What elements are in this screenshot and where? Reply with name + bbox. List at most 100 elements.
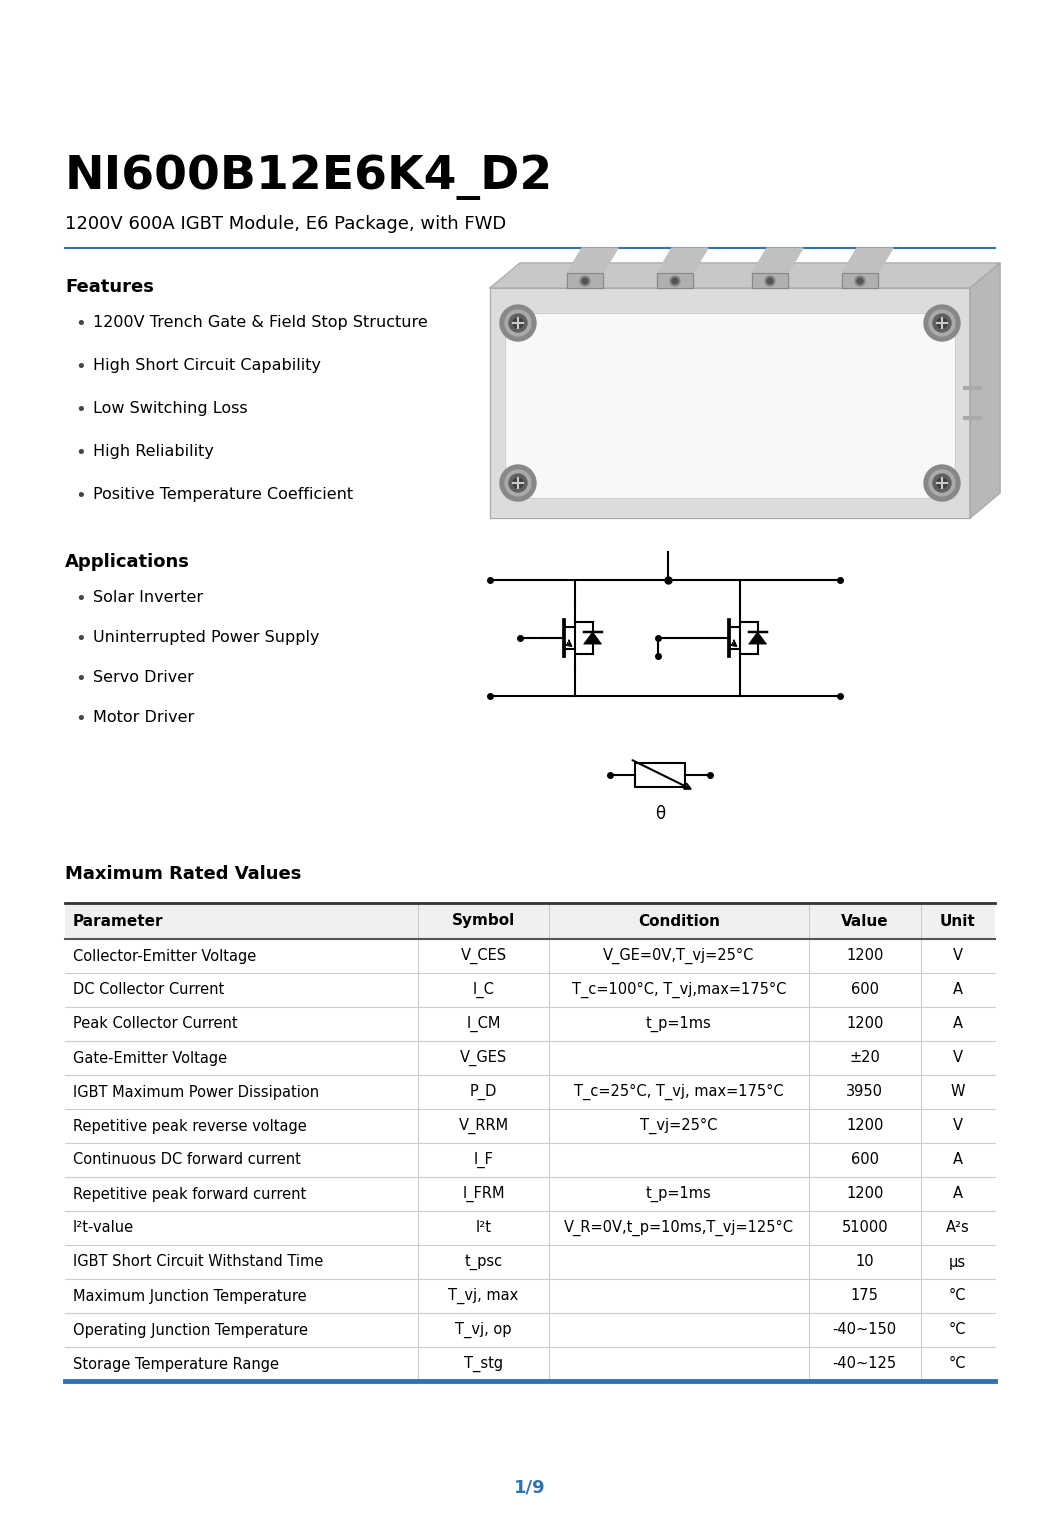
Text: V: V [953, 1050, 962, 1066]
Text: I_C: I_C [473, 981, 494, 998]
Text: T_c=25°C, T_vj, max=175°C: T_c=25°C, T_vj, max=175°C [573, 1084, 783, 1101]
Text: Unit: Unit [940, 914, 975, 928]
Text: 51000: 51000 [842, 1220, 888, 1236]
Text: V_RRM: V_RRM [458, 1118, 509, 1134]
Text: •: • [75, 629, 86, 648]
Circle shape [855, 276, 865, 286]
Polygon shape [970, 263, 1000, 517]
Text: T_vj=25°C: T_vj=25°C [640, 1118, 718, 1134]
Text: Value: Value [841, 914, 888, 928]
Text: IGBT Maximum Power Dissipation: IGBT Maximum Power Dissipation [73, 1084, 319, 1099]
Text: Solar Inverter: Solar Inverter [93, 589, 204, 605]
Text: t_p=1ms: t_p=1ms [646, 1017, 711, 1032]
Polygon shape [505, 312, 955, 498]
Circle shape [582, 279, 588, 283]
Circle shape [670, 276, 681, 286]
Text: V_GE=0V,T_vj=25°C: V_GE=0V,T_vj=25°C [603, 948, 755, 965]
Text: T_stg: T_stg [464, 1356, 503, 1372]
Text: •: • [75, 710, 86, 729]
Text: 10: 10 [855, 1254, 874, 1269]
Text: θ: θ [655, 805, 665, 824]
Circle shape [513, 478, 523, 488]
Polygon shape [842, 273, 878, 288]
Text: 600: 600 [851, 983, 879, 998]
Text: Peak Collector Current: Peak Collector Current [73, 1017, 237, 1032]
Circle shape [513, 318, 523, 328]
Text: Applications: Applications [65, 553, 190, 571]
Circle shape [672, 279, 678, 283]
Text: μs: μs [950, 1254, 967, 1269]
Polygon shape [490, 263, 1000, 288]
Text: I_CM: I_CM [466, 1017, 500, 1032]
Circle shape [505, 470, 531, 496]
Text: High Short Circuit Capability: High Short Circuit Capability [93, 358, 321, 374]
Text: Positive Temperature Coefficient: Positive Temperature Coefficient [93, 487, 353, 502]
Text: °C: °C [949, 1289, 967, 1303]
Circle shape [929, 470, 955, 496]
Text: A: A [953, 983, 962, 998]
Circle shape [580, 276, 590, 286]
Text: T_vj, op: T_vj, op [455, 1321, 512, 1338]
Text: I_F: I_F [474, 1151, 494, 1168]
Circle shape [933, 314, 951, 332]
Text: •: • [75, 444, 86, 462]
Text: Repetitive peak forward current: Repetitive peak forward current [73, 1187, 306, 1202]
Text: Storage Temperature Range: Storage Temperature Range [73, 1356, 279, 1372]
Text: -40~150: -40~150 [833, 1323, 897, 1338]
Text: •: • [75, 589, 86, 608]
Text: 1200V 600A IGBT Module, E6 Package, with FWD: 1200V 600A IGBT Module, E6 Package, with… [65, 214, 507, 233]
Text: Symbol: Symbol [452, 914, 515, 928]
Text: Maximum Rated Values: Maximum Rated Values [65, 865, 301, 883]
Polygon shape [657, 248, 708, 273]
Text: Maximum Junction Temperature: Maximum Junction Temperature [73, 1289, 306, 1303]
Circle shape [500, 465, 536, 501]
Circle shape [765, 276, 775, 286]
Text: Gate-Emitter Voltage: Gate-Emitter Voltage [73, 1050, 227, 1066]
Text: 175: 175 [851, 1289, 879, 1303]
Text: I_FRM: I_FRM [462, 1187, 505, 1202]
Text: -40~125: -40~125 [833, 1356, 897, 1372]
Text: T_vj, max: T_vj, max [448, 1288, 518, 1304]
Circle shape [924, 305, 960, 341]
Text: V: V [953, 1119, 962, 1133]
Text: 1200: 1200 [846, 1017, 883, 1032]
Polygon shape [584, 632, 602, 645]
Text: 1/9: 1/9 [514, 1477, 546, 1496]
Text: •: • [75, 671, 86, 687]
Text: A: A [953, 1187, 962, 1202]
Text: t_psc: t_psc [464, 1254, 502, 1269]
Polygon shape [567, 273, 603, 288]
Circle shape [929, 309, 955, 335]
Text: °C: °C [949, 1323, 967, 1338]
Text: DC Collector Current: DC Collector Current [73, 983, 225, 998]
Text: Collector-Emitter Voltage: Collector-Emitter Voltage [73, 949, 257, 963]
Text: Servo Driver: Servo Driver [93, 671, 194, 684]
Text: NI600B12E6K4_D2: NI600B12E6K4_D2 [65, 155, 553, 201]
Text: IGBT Short Circuit Withstand Time: IGBT Short Circuit Withstand Time [73, 1254, 323, 1269]
Text: I²t: I²t [476, 1220, 492, 1236]
Circle shape [505, 309, 531, 335]
Text: Features: Features [65, 279, 154, 295]
Circle shape [767, 279, 773, 283]
Text: Condition: Condition [638, 914, 720, 928]
Text: °C: °C [949, 1356, 967, 1372]
Circle shape [509, 475, 527, 491]
Text: W: W [951, 1084, 965, 1099]
Text: Low Switching Loss: Low Switching Loss [93, 401, 248, 416]
Text: A: A [953, 1153, 962, 1168]
Polygon shape [657, 273, 693, 288]
Text: 3950: 3950 [846, 1084, 883, 1099]
Circle shape [856, 279, 863, 283]
Text: V: V [953, 949, 962, 963]
Text: ±20: ±20 [849, 1050, 880, 1066]
Text: Repetitive peak reverse voltage: Repetitive peak reverse voltage [73, 1119, 306, 1133]
Text: A: A [953, 1017, 962, 1032]
Text: P_D: P_D [470, 1084, 497, 1101]
Text: Operating Junction Temperature: Operating Junction Temperature [73, 1323, 308, 1338]
Circle shape [924, 465, 960, 501]
Text: 1200: 1200 [846, 949, 883, 963]
Text: •: • [75, 401, 86, 419]
Circle shape [933, 475, 951, 491]
Circle shape [500, 305, 536, 341]
Text: A²s: A²s [946, 1220, 970, 1236]
